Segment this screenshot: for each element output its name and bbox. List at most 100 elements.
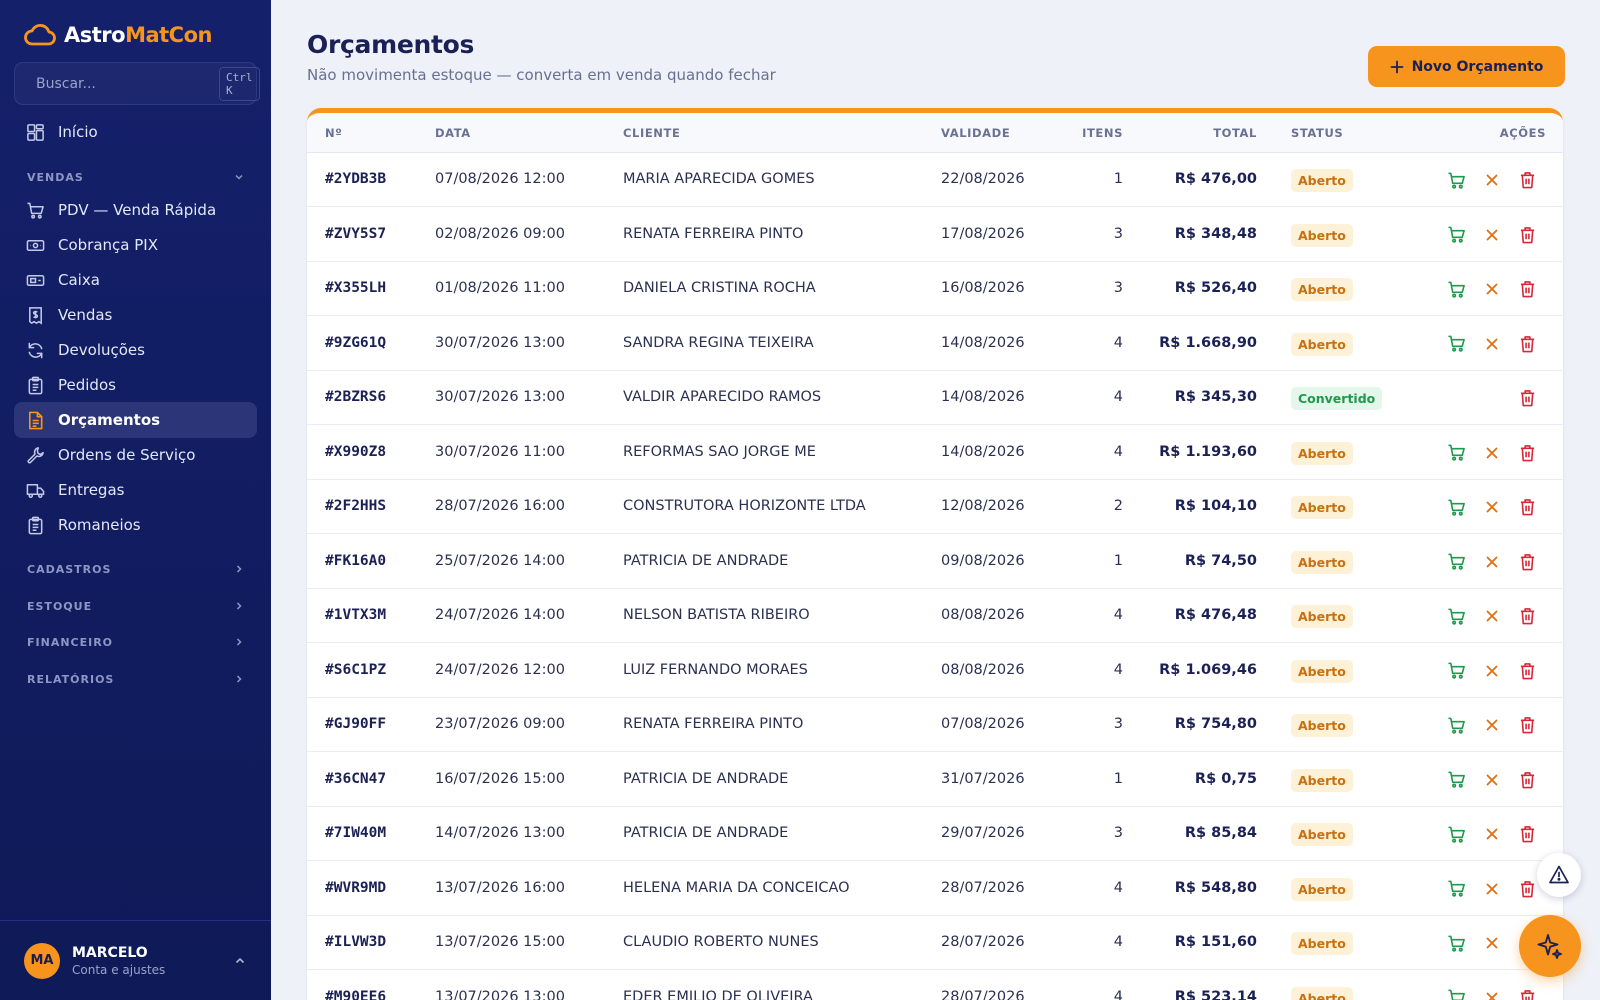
cancel-quote-button[interactable] <box>1481 169 1503 191</box>
table-row[interactable]: #ILVW3D 13/07/2026 15:00 CLAUDIO ROBERTO N… <box>307 916 1563 970</box>
cancel-quote-button[interactable] <box>1481 333 1503 355</box>
section-financeiro[interactable]: FINANCEIRO <box>27 632 245 652</box>
delete-quote-button[interactable] <box>1516 878 1538 900</box>
table-row[interactable]: #ZVY5S7 02/08/2026 09:00 RENATA FERREIRA P… <box>307 208 1563 262</box>
quote-number[interactable]: #9ZG61Q <box>325 334 387 351</box>
cancel-quote-button[interactable] <box>1481 551 1503 573</box>
sidebar-item-pdv[interactable]: PDV — Venda Rápida <box>14 192 257 228</box>
sidebar-item-ordens-servico[interactable]: Ordens de Serviço <box>14 437 257 473</box>
delete-quote-button[interactable] <box>1516 224 1538 246</box>
section-relatorios[interactable]: RELATÓRIOS <box>27 669 245 689</box>
delete-quote-button[interactable] <box>1516 169 1538 191</box>
delete-quote-button[interactable] <box>1516 496 1538 518</box>
sidebar-item-romaneios[interactable]: Romaneios <box>14 507 257 543</box>
quote-number[interactable]: #2F2HHS <box>325 498 387 514</box>
convert-to-sale-button[interactable] <box>1445 278 1467 300</box>
delete-quote-button[interactable] <box>1516 333 1538 355</box>
delete-quote-button[interactable] <box>1516 823 1538 845</box>
quote-number[interactable]: #36CN47 <box>325 770 387 787</box>
section-estoque[interactable]: ESTOQUE <box>27 596 245 616</box>
convert-to-sale-button[interactable] <box>1445 169 1467 191</box>
sidebar-item-devolucoes[interactable]: Devoluções <box>14 332 257 368</box>
quote-number[interactable]: #X990Z8 <box>325 443 387 460</box>
delete-quote-button[interactable] <box>1516 442 1538 464</box>
cancel-quote-button[interactable] <box>1481 878 1503 900</box>
table-row[interactable]: #WVR9MD 13/07/2026 16:00 HELENA MARIA DA C… <box>307 862 1563 916</box>
sidebar-item-caixa[interactable]: Caixa <box>14 262 257 298</box>
sidebar-item-orcamentos[interactable]: Orçamentos <box>14 402 257 438</box>
quote-number[interactable]: #GJ90FF <box>325 716 387 732</box>
delete-quote-button[interactable] <box>1516 605 1538 627</box>
delete-quote-button[interactable] <box>1516 714 1538 736</box>
delete-quote-button[interactable] <box>1516 660 1538 682</box>
convert-to-sale-button[interactable] <box>1445 224 1467 246</box>
convert-to-sale-button[interactable] <box>1445 333 1467 355</box>
sidebar-item-cobranca-pix[interactable]: Cobrança PIX <box>14 227 257 263</box>
delete-quote-button[interactable] <box>1516 987 1538 1000</box>
cancel-quote-button[interactable] <box>1481 442 1503 464</box>
sidebar-item-entregas[interactable]: Entregas <box>14 472 257 508</box>
table-row[interactable]: #M90EE6 13/07/2026 13:00 EDER EMILIO DE OL… <box>307 971 1563 1000</box>
table-row[interactable]: #GJ90FF 23/07/2026 09:00 RENATA FERREIRA P… <box>307 698 1563 752</box>
table-row[interactable]: #X990Z8 30/07/2026 11:00 REFORMAS SAO JORG… <box>307 426 1563 480</box>
cancel-quote-button[interactable] <box>1481 823 1503 845</box>
delete-quote-button[interactable] <box>1516 278 1538 300</box>
warning-button[interactable] <box>1537 853 1581 897</box>
table-row[interactable]: #X355LH 01/08/2026 11:00 DANIELA CRISTINA … <box>307 262 1563 316</box>
cancel-quote-button[interactable] <box>1481 932 1503 954</box>
section-cadastros[interactable]: CADASTROS <box>27 559 245 579</box>
convert-to-sale-button[interactable] <box>1445 987 1467 1000</box>
table-row[interactable]: #7IW40M 14/07/2026 13:00 PATRICIA DE ANDRA… <box>307 807 1563 861</box>
quote-number[interactable]: #2BZRS6 <box>325 389 387 405</box>
convert-to-sale-button[interactable] <box>1445 769 1467 791</box>
cancel-quote-button[interactable] <box>1481 496 1503 518</box>
cancel-quote-button[interactable] <box>1481 278 1503 300</box>
table-row[interactable]: #2F2HHS 28/07/2026 16:00 CONSTRUTORA HORIZ… <box>307 480 1563 534</box>
convert-to-sale-button[interactable] <box>1445 932 1467 954</box>
convert-to-sale-button[interactable] <box>1445 496 1467 518</box>
convert-to-sale-button[interactable] <box>1445 551 1467 573</box>
quote-number[interactable]: #FK16A0 <box>325 552 387 569</box>
quote-number[interactable]: #2YDB3B <box>325 171 387 187</box>
table-row[interactable]: #9ZG61Q 30/07/2026 13:00 SANDRA REGINA TEI… <box>307 317 1563 371</box>
cancel-quote-button[interactable] <box>1481 714 1503 736</box>
table-row[interactable]: #2YDB3B 07/08/2026 12:00 MARIA APARECIDA G… <box>307 153 1563 207</box>
cancel-quote-button[interactable] <box>1481 660 1503 682</box>
cancel-quote-button[interactable] <box>1481 224 1503 246</box>
assistant-button[interactable] <box>1519 915 1581 977</box>
sidebar-item-vendas[interactable]: Vendas <box>14 297 257 333</box>
delete-quote-button[interactable] <box>1516 551 1538 573</box>
quote-number[interactable]: #S6C1PZ <box>325 661 387 678</box>
cancel-quote-button[interactable] <box>1481 987 1503 1000</box>
quote-number[interactable]: #ZVY5S7 <box>325 225 387 242</box>
cancel-quote-button[interactable] <box>1481 769 1503 791</box>
table-row[interactable]: #1VTX3M 24/07/2026 14:00 NELSON BATISTA RI… <box>307 589 1563 643</box>
convert-to-sale-button[interactable] <box>1445 660 1467 682</box>
quote-number[interactable]: #WVR9MD <box>325 879 387 896</box>
section-vendas[interactable]: VENDAS <box>27 167 245 187</box>
search-input[interactable] <box>36 75 210 92</box>
quote-number[interactable]: #ILVW3D <box>325 934 387 950</box>
quote-number[interactable]: #7IW40M <box>325 825 387 841</box>
sidebar-item-inicio[interactable]: Início <box>14 114 257 150</box>
convert-to-sale-button[interactable] <box>1445 605 1467 627</box>
quote-number[interactable]: #M90EE6 <box>325 988 387 1000</box>
table-row[interactable]: #FK16A0 25/07/2026 14:00 PATRICIA DE ANDRA… <box>307 535 1563 589</box>
table-row[interactable]: #36CN47 16/07/2026 15:00 PATRICIA DE ANDRA… <box>307 753 1563 807</box>
convert-to-sale-button[interactable] <box>1445 878 1467 900</box>
quote-number[interactable]: #1VTX3M <box>325 607 387 623</box>
delete-quote-button[interactable] <box>1516 387 1538 409</box>
new-quote-button[interactable]: Novo Orçamento <box>1368 46 1565 87</box>
quote-number[interactable]: #X355LH <box>325 280 387 296</box>
convert-to-sale-button[interactable] <box>1445 823 1467 845</box>
table-row[interactable]: #2BZRS6 30/07/2026 13:00 VALDIR APARECIDO … <box>307 371 1563 425</box>
delete-quote-button[interactable] <box>1516 769 1538 791</box>
brand-logo[interactable]: AstroMatCon <box>24 20 212 50</box>
search-box[interactable]: Ctrl K <box>14 62 260 105</box>
cancel-quote-button[interactable] <box>1481 605 1503 627</box>
convert-to-sale-button[interactable] <box>1445 714 1467 736</box>
convert-to-sale-button[interactable] <box>1445 442 1467 464</box>
table-row[interactable]: #S6C1PZ 24/07/2026 12:00 LUIZ FERNANDO MOR… <box>307 644 1563 698</box>
user-menu[interactable]: MA MARCELO Conta e ajustes <box>0 920 271 1000</box>
sidebar-item-pedidos[interactable]: Pedidos <box>14 367 257 403</box>
